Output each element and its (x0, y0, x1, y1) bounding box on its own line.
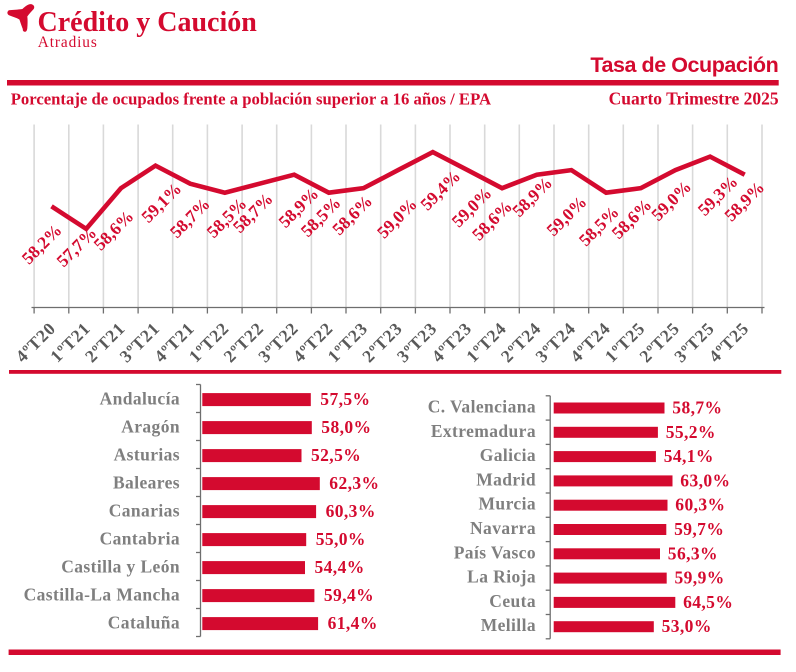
svg-text:Cataluña: Cataluña (108, 613, 180, 633)
svg-text:Cantabria: Cantabria (100, 529, 180, 549)
svg-text:54,4%: 54,4% (315, 557, 365, 577)
svg-text:64,5%: 64,5% (683, 592, 733, 612)
svg-text:60,3%: 60,3% (675, 495, 725, 515)
svg-text:57,5%: 57,5% (320, 389, 370, 409)
svg-text:56,3%: 56,3% (668, 543, 718, 563)
svg-text:62,3%: 62,3% (329, 473, 379, 493)
svg-text:C. Valenciana: C. Valenciana (428, 397, 536, 417)
svg-text:63,0%: 63,0% (680, 470, 730, 490)
svg-text:52,5%: 52,5% (311, 445, 361, 465)
svg-text:60,3%: 60,3% (326, 501, 376, 521)
svg-text:Cuarto Trimestre 2025: Cuarto Trimestre 2025 (609, 89, 779, 109)
svg-text:61,4%: 61,4% (328, 613, 378, 633)
svg-text:58,7%: 58,7% (672, 398, 722, 418)
svg-text:55,0%: 55,0% (316, 529, 366, 549)
svg-text:59,7%: 59,7% (674, 519, 724, 539)
svg-text:Navarra: Navarra (470, 518, 536, 538)
svg-text:Tasa de Ocupación: Tasa de Ocupación (590, 53, 778, 77)
svg-text:58,0%: 58,0% (321, 417, 371, 437)
svg-text:59,4%: 59,4% (324, 585, 374, 605)
svg-text:País Vasco: País Vasco (454, 542, 536, 562)
svg-text:Andalucía: Andalucía (100, 389, 180, 409)
svg-text:Asturias: Asturias (114, 445, 180, 465)
svg-text:53,0%: 53,0% (662, 616, 712, 636)
svg-text:Ceuta: Ceuta (489, 591, 536, 611)
svg-text:Madrid: Madrid (476, 469, 536, 489)
svg-text:Castilla y León: Castilla y León (61, 557, 180, 577)
svg-text:Melilla: Melilla (481, 615, 536, 635)
svg-text:55,2%: 55,2% (666, 422, 716, 442)
svg-text:Baleares: Baleares (113, 473, 180, 493)
svg-text:Murcia: Murcia (479, 494, 536, 514)
svg-text:La Rioja: La Rioja (467, 567, 536, 587)
svg-text:Atradius: Atradius (38, 34, 98, 51)
svg-text:Galicia: Galicia (480, 445, 536, 465)
svg-text:Crédito y Caución: Crédito y Caución (38, 7, 258, 38)
svg-text:Aragón: Aragón (121, 417, 180, 437)
svg-text:Canarias: Canarias (109, 501, 180, 521)
svg-text:54,1%: 54,1% (664, 446, 714, 466)
svg-text:Castilla-La Mancha: Castilla-La Mancha (24, 585, 180, 605)
svg-text:Extremadura: Extremadura (431, 421, 536, 441)
svg-text:Porcentaje de ocupados frente: Porcentaje de ocupados frente a població… (11, 90, 491, 109)
svg-text:59,9%: 59,9% (675, 568, 725, 588)
